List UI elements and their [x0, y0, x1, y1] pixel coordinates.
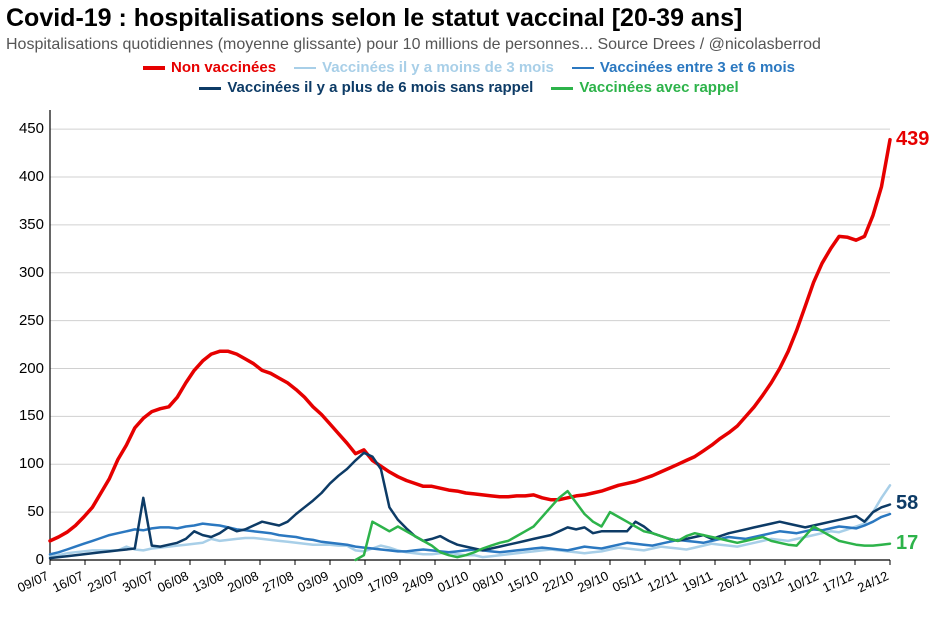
ytick-label: 450 — [4, 120, 44, 137]
legend-row-2: Vaccinées il y a plus de 6 mois sans rap… — [199, 78, 738, 98]
legend-swatch — [294, 67, 316, 70]
xtick-label: 12/11 — [645, 568, 680, 595]
chart-title: Covid-19 : hospitalisations selon le sta… — [6, 4, 742, 33]
xtick-label: 06/08 — [155, 568, 191, 595]
ytick-label: 300 — [4, 264, 44, 281]
series-end-label: 439 — [896, 128, 929, 151]
series-line — [50, 453, 890, 558]
legend-label: Non vaccinées — [171, 58, 276, 78]
ytick-label: 250 — [4, 312, 44, 329]
xtick-label: 24/09 — [400, 568, 436, 595]
series-end-label: 58 — [896, 492, 918, 515]
xtick-label: 05/11 — [610, 568, 645, 595]
legend-swatch — [143, 66, 165, 70]
legend-swatch — [572, 67, 594, 70]
legend-item: Vaccinées entre 3 et 6 mois — [572, 58, 795, 78]
xtick-label: 03/09 — [295, 568, 331, 595]
ytick-label: 200 — [4, 360, 44, 377]
xtick-label: 19/11 — [680, 568, 715, 595]
legend-item: Vaccinées il y a moins de 3 mois — [294, 58, 554, 78]
xtick-label: 30/07 — [120, 568, 156, 595]
xtick-label: 27/08 — [260, 568, 296, 595]
plot-area — [50, 110, 890, 560]
xtick-label: 15/10 — [505, 568, 541, 595]
legend-label: Vaccinées il y a plus de 6 mois sans rap… — [227, 78, 533, 98]
xtick-label: 09/07 — [15, 568, 51, 595]
series-line — [50, 140, 890, 541]
xtick-label: 10/09 — [330, 568, 366, 595]
chart-legend: Non vaccinées Vaccinées il y a moins de 3… — [0, 58, 938, 99]
legend-swatch — [551, 87, 573, 90]
xtick-label: 13/08 — [190, 568, 226, 595]
plot-svg — [50, 110, 890, 560]
xtick-label: 20/08 — [225, 568, 261, 595]
legend-row-1: Non vaccinées Vaccinées il y a moins de 3… — [143, 58, 795, 78]
ytick-label: 100 — [4, 455, 44, 472]
xtick-label: 10/12 — [785, 568, 821, 595]
legend-item: Vaccinées il y a plus de 6 mois sans rap… — [199, 78, 533, 98]
xtick-label: 26/11 — [715, 568, 750, 595]
legend-swatch — [199, 87, 221, 90]
chart-root: Covid-19 : hospitalisations selon le sta… — [0, 0, 938, 621]
xtick-label: 17/09 — [365, 568, 401, 595]
xtick-label: 22/10 — [540, 568, 576, 595]
xtick-label: 29/10 — [575, 568, 611, 595]
legend-label: Vaccinées entre 3 et 6 mois — [600, 58, 795, 78]
ytick-label: 400 — [4, 168, 44, 185]
legend-label: Vaccinées il y a moins de 3 mois — [322, 58, 554, 78]
legend-item: Vaccinées avec rappel — [551, 78, 738, 98]
ytick-label: 0 — [4, 551, 44, 568]
ytick-label: 50 — [4, 503, 44, 520]
xtick-label: 16/07 — [50, 568, 86, 595]
legend-item: Non vaccinées — [143, 58, 276, 78]
xtick-label: 24/12 — [855, 568, 891, 595]
ytick-label: 350 — [4, 216, 44, 233]
xtick-label: 03/12 — [750, 568, 786, 595]
ytick-label: 150 — [4, 407, 44, 424]
chart-subtitle: Hospitalisations quotidiennes (moyenne g… — [6, 36, 821, 54]
series-end-label: 17 — [896, 532, 918, 555]
xtick-label: 23/07 — [85, 568, 121, 595]
xtick-label: 01/10 — [435, 568, 471, 595]
xtick-label: 17/12 — [820, 568, 856, 595]
xtick-label: 08/10 — [470, 568, 506, 595]
legend-label: Vaccinées avec rappel — [579, 78, 738, 98]
